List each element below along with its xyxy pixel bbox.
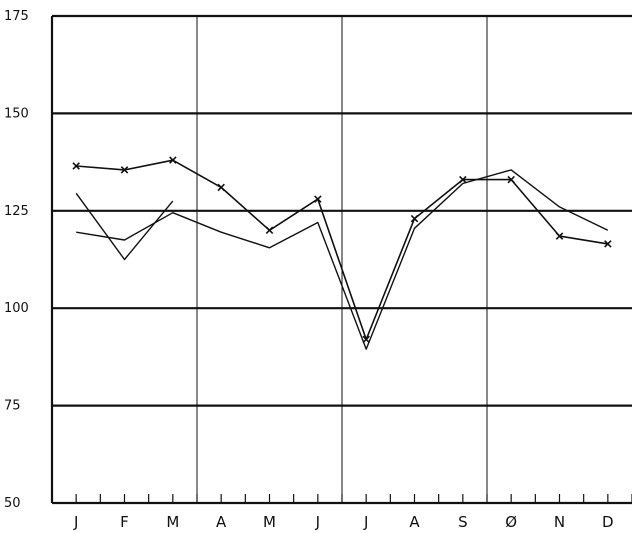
x-tick-label: M xyxy=(263,513,276,531)
x-tick-label: N xyxy=(554,513,565,531)
series-line xyxy=(76,169,609,350)
x-tick-label: D xyxy=(602,513,614,531)
x-tick-label: S xyxy=(458,513,468,531)
x-tick-label: M xyxy=(166,513,179,531)
data-point-marker xyxy=(265,226,274,235)
series-line xyxy=(75,192,174,261)
data-point-marker xyxy=(120,166,129,174)
data-point-marker xyxy=(604,240,612,248)
x-tick-label: J xyxy=(73,513,78,531)
x-tick-label: Ø xyxy=(505,513,517,531)
x-tick-label: J xyxy=(363,513,368,531)
data-point-marker xyxy=(314,195,322,203)
x-tick-label: A xyxy=(409,513,420,531)
y-tick-label: 50 xyxy=(4,496,21,511)
x-tick-label: A xyxy=(216,513,227,531)
y-tick-label: 75 xyxy=(4,399,21,414)
data-point-marker xyxy=(507,175,515,184)
x-tick-label: J xyxy=(315,513,320,531)
data-point-marker xyxy=(72,162,80,170)
series-layer xyxy=(72,156,612,350)
y-tick-label: 150 xyxy=(4,106,29,121)
y-tick-label: 175 xyxy=(4,9,29,24)
data-point-marker xyxy=(459,175,467,184)
data-point-marker xyxy=(169,156,177,164)
grid xyxy=(50,14,632,505)
data-point-marker xyxy=(555,232,564,240)
x-tick-label: F xyxy=(120,513,129,531)
y-tick-label: 100 xyxy=(4,301,29,316)
data-point-marker xyxy=(217,183,225,192)
y-tick-label: 125 xyxy=(4,204,29,219)
series-line xyxy=(76,159,608,341)
data-point-marker xyxy=(410,214,419,223)
axis-labels: 175 150 125 100 75 50 J F M A M J J A S Ø N D xyxy=(4,9,614,531)
